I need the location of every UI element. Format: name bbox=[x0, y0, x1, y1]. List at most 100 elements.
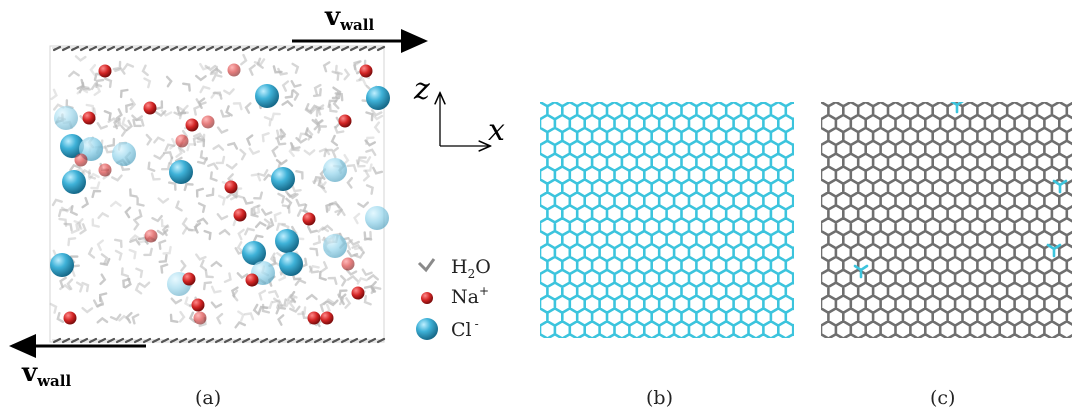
water-molecule bbox=[151, 215, 163, 223]
water-molecule bbox=[372, 166, 384, 175]
water-molecule bbox=[136, 197, 145, 207]
chloride-ion bbox=[275, 229, 299, 253]
water-molecule bbox=[252, 205, 261, 216]
water-molecule bbox=[119, 88, 129, 99]
water-molecule bbox=[223, 88, 235, 96]
water-molecule bbox=[263, 218, 272, 230]
water-molecule bbox=[252, 303, 260, 316]
water-molecule bbox=[236, 272, 249, 280]
water-molecule bbox=[125, 311, 133, 324]
water-molecule bbox=[134, 209, 143, 221]
wall-atom bbox=[349, 45, 359, 52]
water-molecule bbox=[309, 247, 319, 257]
water-molecule bbox=[209, 65, 218, 76]
water-molecule bbox=[239, 148, 247, 161]
chloride-ion bbox=[112, 142, 136, 166]
water-molecule bbox=[317, 178, 326, 190]
legend-chloride: Cl - bbox=[416, 317, 479, 341]
water-molecule bbox=[145, 133, 153, 146]
sodium-ion bbox=[74, 153, 88, 167]
water-molecule bbox=[128, 248, 137, 260]
water-molecule bbox=[88, 172, 100, 180]
wall-atom bbox=[250, 337, 260, 344]
wall-atom bbox=[106, 45, 116, 52]
wall-atom bbox=[259, 45, 269, 52]
water-molecule bbox=[295, 136, 308, 144]
defect-site bbox=[950, 102, 964, 114]
wall-atom bbox=[304, 45, 314, 52]
water-molecule bbox=[285, 190, 297, 199]
water-molecule bbox=[182, 82, 191, 92]
wall-atom bbox=[160, 337, 170, 344]
water-molecule bbox=[134, 283, 143, 295]
water-molecule bbox=[250, 173, 262, 182]
water-molecule bbox=[340, 274, 347, 287]
chloride-ion bbox=[366, 86, 390, 110]
water-molecule bbox=[99, 257, 111, 266]
water-molecule bbox=[248, 64, 256, 76]
water-molecule bbox=[326, 299, 339, 307]
wall-atom bbox=[169, 337, 179, 344]
water-molecule bbox=[158, 254, 168, 263]
water-molecule bbox=[67, 237, 77, 247]
water-molecule bbox=[175, 200, 183, 212]
water-molecule bbox=[370, 286, 382, 295]
water-molecule bbox=[193, 132, 205, 140]
wall-atom bbox=[133, 337, 143, 344]
water-molecule bbox=[106, 137, 116, 148]
water-molecule bbox=[210, 91, 222, 99]
water-molecule bbox=[334, 208, 346, 217]
water-molecules bbox=[49, 53, 384, 329]
water-molecule bbox=[252, 234, 264, 243]
water-molecule bbox=[143, 77, 152, 89]
wall-atom bbox=[187, 45, 197, 52]
water-molecule bbox=[205, 187, 215, 197]
water-molecule bbox=[244, 227, 255, 236]
wall-atom bbox=[268, 45, 278, 52]
wall-atom bbox=[358, 45, 368, 52]
water-molecule bbox=[204, 64, 217, 72]
water-molecule bbox=[323, 148, 333, 158]
water-molecule bbox=[164, 143, 176, 152]
wall-atom bbox=[223, 45, 233, 52]
water-molecule bbox=[95, 78, 105, 89]
water-molecule bbox=[133, 218, 140, 231]
water-molecule bbox=[181, 217, 189, 230]
water-molecule bbox=[365, 148, 377, 157]
water-molecule bbox=[129, 238, 141, 246]
water-molecule bbox=[197, 202, 206, 213]
water-molecule bbox=[317, 226, 330, 233]
water-molecule bbox=[114, 238, 123, 249]
water-molecule bbox=[176, 104, 189, 112]
wall-atom bbox=[106, 337, 116, 344]
panel-c: (c) bbox=[821, 102, 1072, 409]
wall-atom bbox=[160, 45, 170, 52]
wall-atom bbox=[349, 337, 359, 344]
water-molecule bbox=[373, 121, 381, 134]
sodium-ion bbox=[227, 63, 241, 77]
chloride-ion bbox=[62, 170, 86, 194]
water-molecule bbox=[261, 208, 273, 217]
wall-atom bbox=[358, 337, 368, 344]
water-molecule bbox=[223, 272, 232, 283]
chloride-ion bbox=[279, 252, 303, 276]
water-molecule bbox=[353, 251, 365, 259]
water-molecule bbox=[209, 171, 218, 182]
water-molecule bbox=[113, 117, 121, 130]
water-molecule bbox=[268, 289, 279, 298]
water-molecule bbox=[352, 61, 361, 73]
water-molecule bbox=[212, 143, 225, 151]
water-molecule bbox=[345, 239, 354, 251]
water-molecule bbox=[365, 184, 374, 195]
wall-atom bbox=[331, 45, 341, 52]
sodium-ion bbox=[201, 115, 215, 129]
water-molecule bbox=[270, 112, 281, 121]
water-molecule bbox=[59, 276, 67, 288]
water-molecule bbox=[104, 77, 113, 89]
water-icon bbox=[417, 258, 436, 273]
wall-atom bbox=[232, 337, 242, 344]
water-molecule bbox=[196, 133, 206, 143]
wall-atom bbox=[376, 45, 386, 52]
wall-atom bbox=[97, 45, 107, 52]
graphene-lattice-b bbox=[540, 102, 794, 338]
